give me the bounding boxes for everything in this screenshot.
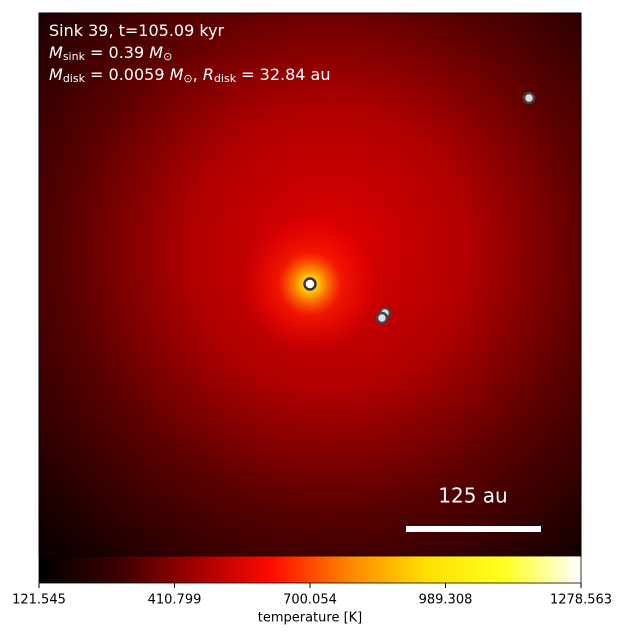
x-tick-label: 121.545 [12,593,66,608]
annotation-part: Sink 39, t=105.09 kyr [49,21,225,40]
x-tick-label: 989.308 [419,593,473,608]
x-tick-label: 700.054 [283,593,337,608]
x-tick-label: 1278.563 [550,593,612,608]
annotation-part: disk [214,72,237,85]
annotation-part: M [49,43,63,62]
annotation-part: = 0.39 [85,43,149,62]
annotation-part: = 0.0059 [85,65,170,84]
annotation-part: , [193,65,203,84]
annotation-part: = 32.84 au [236,65,330,84]
sink [303,277,317,291]
annotation-part: M [149,43,163,62]
annotation-part: disk [63,72,86,85]
scale-bar-label: 125 au [438,484,507,508]
x-tick-label: 410.799 [148,593,202,608]
annotation-part: R [203,65,214,84]
sink [375,311,389,325]
colorbar [38,555,582,584]
colorbar-label: temperature [K] [258,611,363,626]
annotation-part: M [49,65,63,84]
annotation: Mdisk = 0.0059 M⊙, Rdisk = 32.84 au [49,65,331,86]
annotation-part: ⊙ [163,50,172,63]
annotation-part: ⊙ [183,72,192,85]
annotation-part: M [170,65,184,84]
annotation: Sink 39, t=105.09 kyr [49,21,225,40]
sink [522,91,536,105]
annotation: Msink = 0.39 M⊙ [49,43,172,64]
annotation-part: sink [63,50,86,63]
